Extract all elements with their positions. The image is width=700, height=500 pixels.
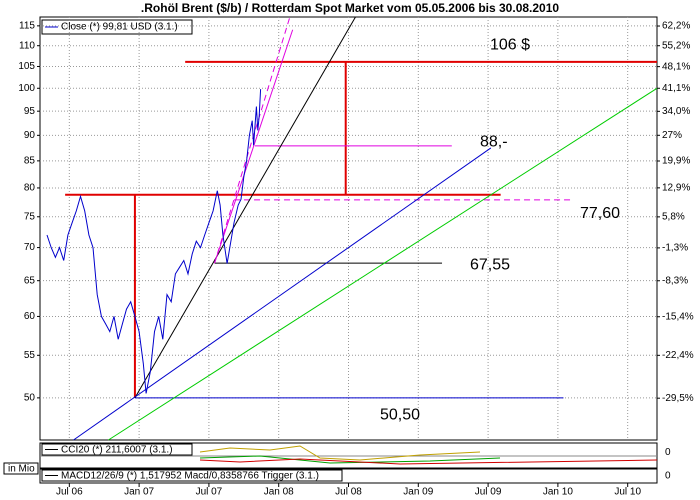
x-tick-label: Jul 08 <box>335 487 362 498</box>
chart-title: .Rohöl Brent ($/b) / Rotterdam Spot Mark… <box>141 1 559 15</box>
panel-legend <box>41 469 343 482</box>
y-tick-label: 110 <box>19 40 35 51</box>
y-tick-label: 90 <box>24 130 36 141</box>
panel-legend-label: CCI20 (*) 211,6007 (3.1.) <box>61 445 173 456</box>
cci-line-3 <box>199 458 658 465</box>
x-tick-label: Jul 10 <box>614 487 641 498</box>
x-tick-label: Jan 08 <box>264 487 294 498</box>
y-tick-label: 100 <box>18 83 35 94</box>
y2-tick-label: 5,8% <box>662 212 685 223</box>
x-tick-label: Jan 10 <box>543 487 573 498</box>
panel-tick-label: 0 <box>665 471 671 482</box>
panel-tick-label: 0 <box>665 447 671 458</box>
y2-tick-label: 27% <box>662 130 682 141</box>
y2-tick-label: 34,0% <box>662 106 690 117</box>
panel-legend <box>41 443 193 456</box>
legend-label: Close (*) 99,81 USD (3.1.) <box>61 22 178 33</box>
x-tick-label: Jul 07 <box>196 487 223 498</box>
x-tick-label: Jan 07 <box>124 487 154 498</box>
annotation: 50,50 <box>380 407 420 424</box>
trend-line <box>214 16 291 264</box>
y2-tick-label: 12,9% <box>662 182 690 193</box>
trend-line <box>134 16 356 399</box>
y-tick-label: 55 <box>24 350 36 361</box>
y-tick-label: 80 <box>24 183 36 194</box>
x-tick-label: Jul 09 <box>475 487 502 498</box>
y2-tick-label: -22,4% <box>662 350 694 361</box>
plot-area <box>39 16 658 441</box>
y-tick-label: 75 <box>24 211 36 222</box>
y-tick-label: 95 <box>24 106 36 117</box>
trend-line <box>108 87 658 441</box>
unit-note: in Mio <box>8 464 35 475</box>
y2-tick-label: -29,5% <box>662 393 694 404</box>
y-tick-label: 115 <box>19 20 35 31</box>
unit-box <box>3 462 39 475</box>
y2-tick-label: 55,2% <box>662 40 690 51</box>
y2-tick-label: -15,4% <box>662 311 694 322</box>
annotation: 77,60 <box>580 205 620 222</box>
legend <box>41 19 193 35</box>
cci-line <box>199 445 481 461</box>
panel-legend-label: MACD12/26/9 (*) 1,517952 Macd/0,8358766 … <box>61 471 319 482</box>
y-tick-label: 50 <box>24 393 36 404</box>
y-tick-label: 60 <box>24 311 36 322</box>
x-tick-label: Jul 06 <box>56 487 83 498</box>
trend-line <box>73 147 492 441</box>
y-tick-label: 70 <box>24 242 36 253</box>
y2-tick-label: -8,3% <box>662 275 688 286</box>
y2-tick-label: 41,1% <box>662 83 690 94</box>
annotation: 67,55 <box>470 257 510 274</box>
y2-tick-label: 62,2% <box>662 21 690 32</box>
y-tick-label: 105 <box>18 61 35 72</box>
y-tick-label: 85 <box>24 156 36 167</box>
y-tick-label: 65 <box>24 275 36 286</box>
cci-line-2 <box>199 455 501 464</box>
y2-tick-label: 48,1% <box>662 61 690 72</box>
y2-tick-label: 19,9% <box>662 156 690 167</box>
x-tick-label: Jan 09 <box>403 487 433 498</box>
trend-line <box>214 29 294 264</box>
y2-tick-label: -1,3% <box>662 243 688 254</box>
price-line <box>46 89 262 394</box>
annotation: 88,- <box>480 134 508 151</box>
annotation: 106 $ <box>490 36 530 53</box>
